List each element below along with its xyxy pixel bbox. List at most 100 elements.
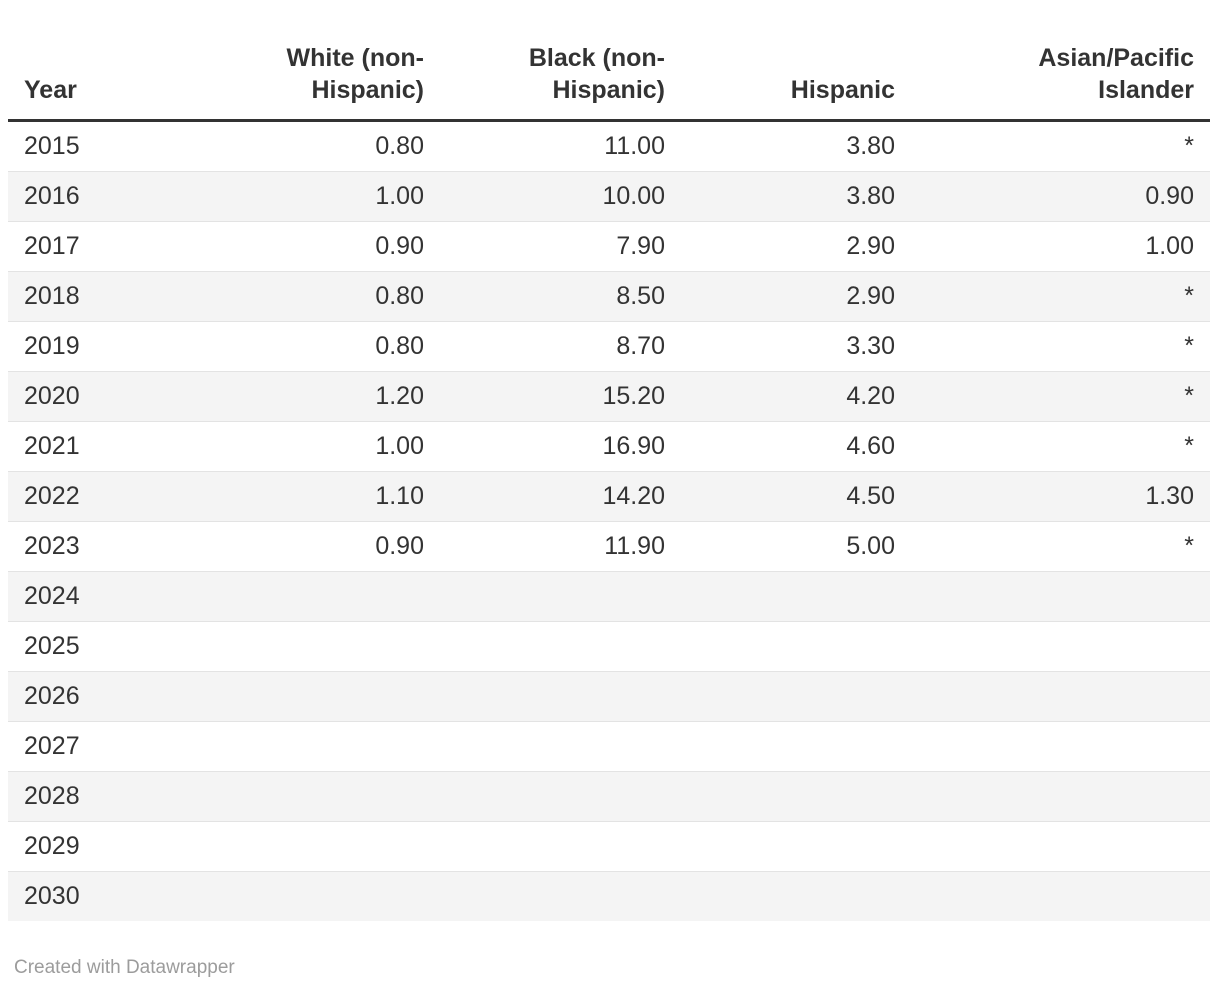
- cell-black: [440, 872, 681, 922]
- cell-hispanic: 4.50: [846, 482, 895, 510]
- cell-white: [240, 572, 440, 622]
- cell-year: 2019: [24, 332, 80, 360]
- cell-hispanic: 4.60: [846, 432, 895, 460]
- table-row-2025: 2025: [8, 621, 1210, 672]
- cell-hispanic: 3.80: [846, 132, 895, 160]
- cell-black: [440, 672, 681, 722]
- table-row-2024: 2024: [8, 571, 1210, 622]
- cell-asian: *: [1184, 432, 1194, 460]
- column-header-asian-pacific-islander: Asian/Pacific Islander: [911, 42, 1210, 121]
- cell-hispanic: 3.30: [846, 332, 895, 360]
- cell-asian: *: [1184, 382, 1194, 410]
- cell-white: [240, 672, 440, 722]
- cell-hispanic: [681, 872, 911, 922]
- table-row-2026: 2026: [8, 671, 1210, 722]
- cell-year: 2025: [24, 632, 80, 660]
- table-row-2022: 2022 1.10 14.20 4.50 1.30: [8, 471, 1210, 522]
- cell-asian: [911, 722, 1210, 772]
- cell-year: 2023: [24, 532, 80, 560]
- cell-black: [440, 772, 681, 822]
- cell-black: [440, 622, 681, 672]
- cell-hispanic: 4.20: [846, 382, 895, 410]
- cell-asian: [911, 772, 1210, 822]
- table-row-2027: 2027: [8, 721, 1210, 772]
- cell-asian: 1.00: [1145, 232, 1194, 260]
- cell-year: 2026: [24, 682, 80, 710]
- cell-white: 1.20: [375, 382, 424, 410]
- cell-black: 8.50: [616, 282, 665, 310]
- cell-black: [440, 822, 681, 872]
- table-row-2030: 2030: [8, 871, 1210, 922]
- cell-white: 0.90: [375, 532, 424, 560]
- column-header-label: Year: [24, 76, 77, 104]
- cell-hispanic: [681, 572, 911, 622]
- cell-black: 7.90: [616, 232, 665, 260]
- datawrapper-table-page: Year White (non- Hispanic) Black (non- H…: [8, 42, 1210, 978]
- cell-white: 0.80: [375, 132, 424, 160]
- cell-black: 11.90: [604, 532, 665, 560]
- cell-black: 14.20: [602, 482, 665, 510]
- column-header-label: Hispanic: [790, 76, 895, 104]
- table-row-2016: 2016 1.00 10.00 3.80 0.90: [8, 171, 1210, 222]
- cell-asian: 0.90: [1145, 182, 1194, 210]
- cell-hispanic: [681, 672, 911, 722]
- cell-white: 1.00: [375, 182, 424, 210]
- cell-asian: *: [1184, 132, 1194, 160]
- header-row: Year White (non- Hispanic) Black (non- H…: [8, 42, 1210, 121]
- cell-year: 2027: [24, 732, 80, 760]
- cell-year: 2024: [24, 582, 80, 610]
- cell-hispanic: 2.90: [846, 282, 895, 310]
- cell-asian: [911, 572, 1210, 622]
- cell-black: [440, 572, 681, 622]
- column-header-label: Black (non- Hispanic): [528, 44, 665, 104]
- cell-white: [240, 622, 440, 672]
- table-row-2029: 2029: [8, 821, 1210, 872]
- cell-black: 15.20: [602, 382, 665, 410]
- cell-black: 8.70: [616, 332, 665, 360]
- cell-year: 2028: [24, 782, 80, 810]
- cell-year: 2022: [24, 482, 80, 510]
- data-table: Year White (non- Hispanic) Black (non- H…: [8, 42, 1210, 921]
- cell-year: 2021: [24, 432, 80, 460]
- column-header-year: Year: [8, 42, 240, 121]
- cell-asian: [911, 822, 1210, 872]
- cell-hispanic: 5.00: [846, 532, 895, 560]
- cell-hispanic: [681, 772, 911, 822]
- cell-asian: [911, 672, 1210, 722]
- table-row-2028: 2028: [8, 771, 1210, 822]
- cell-asian: *: [1184, 282, 1194, 310]
- cell-year: 2017: [24, 232, 80, 260]
- cell-hispanic: 3.80: [846, 182, 895, 210]
- cell-black: 10.00: [602, 182, 665, 210]
- cell-white: [240, 872, 440, 922]
- datawrapper-credit-link[interactable]: Created with Datawrapper: [14, 957, 235, 978]
- cell-white: [240, 722, 440, 772]
- cell-white: [240, 822, 440, 872]
- cell-hispanic: [681, 622, 911, 672]
- cell-year: 2016: [24, 182, 80, 210]
- cell-black: [440, 722, 681, 772]
- table-row-2015: 2015 0.80 11.00 3.80 *: [8, 121, 1210, 172]
- cell-hispanic: [681, 722, 911, 772]
- cell-white: 0.80: [375, 332, 424, 360]
- cell-asian: *: [1184, 332, 1194, 360]
- cell-year: 2018: [24, 282, 80, 310]
- cell-year: 2030: [24, 882, 80, 910]
- table-row-2017: 2017 0.90 7.90 2.90 1.00: [8, 221, 1210, 272]
- cell-white: [240, 772, 440, 822]
- cell-white: 1.10: [375, 482, 424, 510]
- column-header-white-non-hispanic: White (non- Hispanic): [240, 42, 440, 121]
- cell-white: 0.80: [375, 282, 424, 310]
- cell-hispanic: 2.90: [846, 232, 895, 260]
- column-header-label: White (non- Hispanic): [286, 44, 424, 104]
- cell-year: 2020: [24, 382, 80, 410]
- cell-year: 2015: [24, 132, 80, 160]
- cell-hispanic: [681, 822, 911, 872]
- cell-asian: [911, 622, 1210, 672]
- table-row-2019: 2019 0.80 8.70 3.30 *: [8, 321, 1210, 372]
- cell-asian: [911, 872, 1210, 922]
- column-header-label: Asian/Pacific Islander: [1038, 44, 1194, 104]
- cell-white: 0.90: [375, 232, 424, 260]
- cell-asian: 1.30: [1145, 482, 1194, 510]
- cell-black: 11.00: [604, 132, 665, 160]
